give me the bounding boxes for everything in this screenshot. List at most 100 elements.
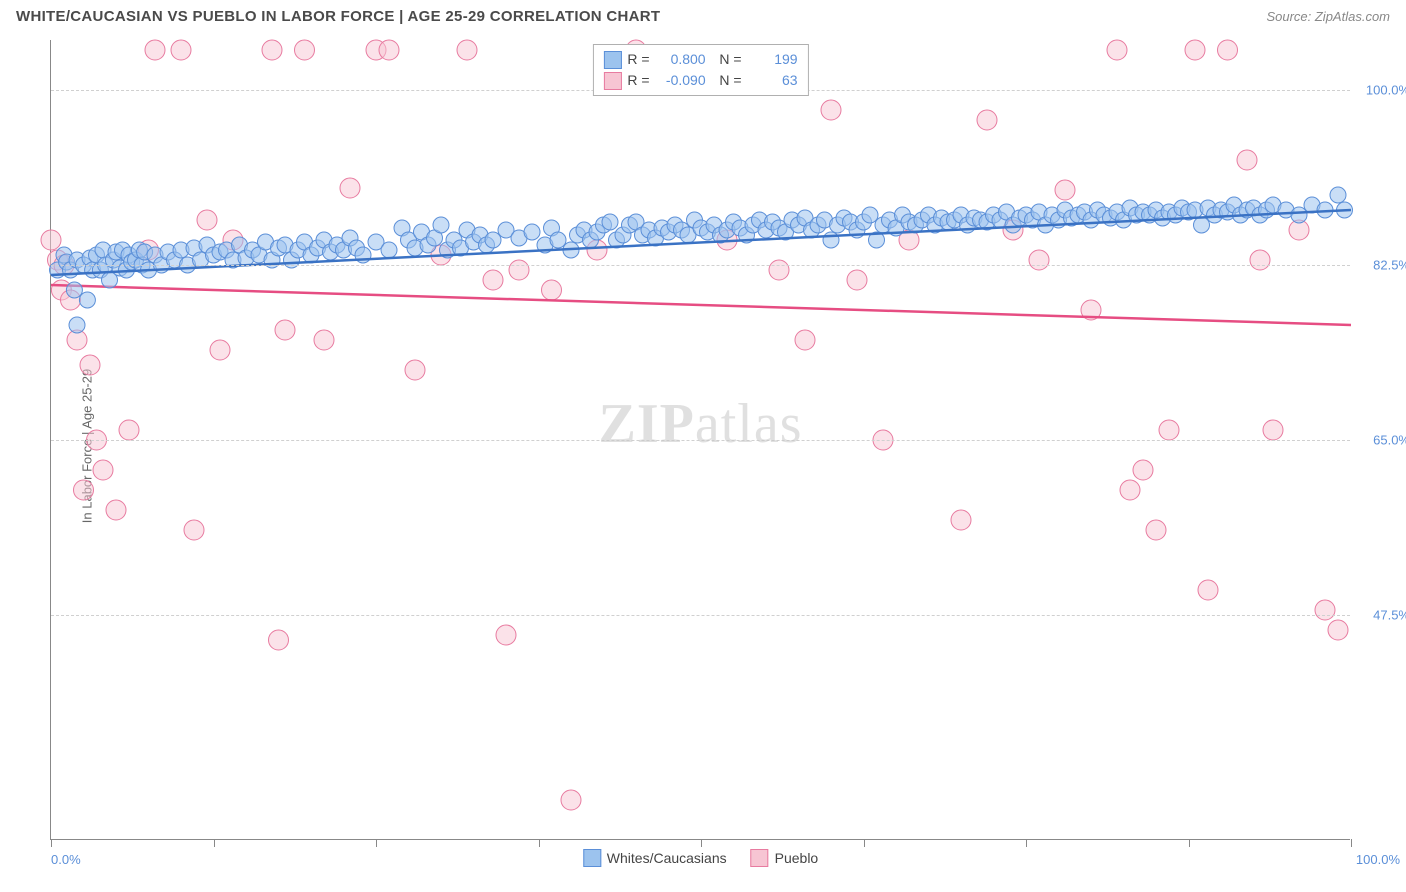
data-point [862,207,878,223]
data-point [405,360,425,380]
data-point [823,232,839,248]
legend-row-pink: R = -0.090 N = 63 [603,70,797,91]
gridline [51,440,1350,441]
data-point [1194,217,1210,233]
data-point [41,230,61,250]
data-point [433,217,449,233]
legend-r-label: R = [627,49,649,70]
data-point [1218,40,1238,60]
data-point [509,260,529,280]
correlation-legend: R = 0.800 N = 199 R = -0.090 N = 63 [592,44,808,96]
x-tick [701,839,702,847]
data-point [1250,250,1270,270]
y-tick-label: 82.5% [1373,258,1406,273]
data-point [1330,187,1346,203]
data-point [1133,460,1153,480]
chart-plot-area: R = 0.800 N = 199 R = -0.090 N = 63 ZIPa… [50,40,1350,840]
data-point [314,330,334,350]
legend-r-pink: -0.090 [656,70,706,91]
series-legend: Whites/Caucasians Pueblo [583,849,818,867]
data-point [381,242,397,258]
data-point [1055,180,1075,200]
legend-swatch-pink [603,72,621,90]
chart-title: WHITE/CAUCASIAN VS PUEBLO IN LABOR FORCE… [16,8,660,25]
data-point [951,510,971,530]
legend-label-pueblo: Pueblo [775,850,819,866]
legend-row-blue: R = 0.800 N = 199 [603,49,797,70]
legend-r-blue: 0.800 [656,49,706,70]
data-point [340,178,360,198]
x-axis-min-label: 0.0% [51,852,81,867]
trend-line [51,285,1351,325]
data-point [106,500,126,520]
legend-r-label: R = [627,70,649,91]
data-point [1029,250,1049,270]
legend-item-pueblo: Pueblo [751,849,819,867]
data-point [74,480,94,500]
data-point [1198,580,1218,600]
data-point [821,100,841,120]
x-tick [214,839,215,847]
y-tick-label: 100.0% [1366,83,1406,98]
gridline [51,615,1350,616]
x-tick [51,839,52,847]
data-point [1315,600,1335,620]
y-tick-label: 65.0% [1373,433,1406,448]
data-point [210,340,230,360]
data-point [769,260,789,280]
x-tick [376,839,377,847]
data-point [145,40,165,60]
legend-n-label: N = [712,70,742,91]
data-point [119,420,139,440]
data-point [295,40,315,60]
legend-swatch-blue [603,51,621,69]
data-point [269,630,289,650]
data-point [1185,40,1205,60]
data-point [485,232,501,248]
data-point [524,224,540,240]
data-point [171,40,191,60]
y-tick-label: 47.5% [1373,608,1406,623]
legend-n-blue: 199 [748,49,798,70]
data-point [1328,620,1348,640]
x-tick [1189,839,1190,847]
x-tick [1026,839,1027,847]
data-point [561,790,581,810]
legend-label-whites: Whites/Caucasians [607,850,727,866]
legend-n-label: N = [712,49,742,70]
gridline [51,265,1350,266]
legend-swatch-blue [583,849,601,867]
data-point [847,270,867,290]
x-tick [1351,839,1352,847]
legend-n-pink: 63 [748,70,798,91]
x-axis-max-label: 100.0% [1356,852,1400,867]
data-point [379,40,399,60]
legend-swatch-pink [751,849,769,867]
data-point [1237,150,1257,170]
data-point [457,40,477,60]
data-point [1120,480,1140,500]
data-point [1291,207,1307,223]
data-point [542,280,562,300]
data-point [197,210,217,230]
data-point [550,232,566,248]
data-point [275,320,295,340]
x-tick [864,839,865,847]
data-point [66,282,82,298]
data-point [1146,520,1166,540]
data-point [483,270,503,290]
data-point [1107,40,1127,60]
source-label: Source: ZipAtlas.com [1266,9,1390,24]
data-point [977,110,997,130]
data-point [184,520,204,540]
data-point [602,214,618,230]
data-point [79,292,95,308]
data-point [496,625,516,645]
legend-item-whites: Whites/Caucasians [583,849,727,867]
data-point [93,460,113,480]
data-point [1263,420,1283,440]
data-point [80,355,100,375]
data-point [262,40,282,60]
x-tick [539,839,540,847]
data-point [69,317,85,333]
